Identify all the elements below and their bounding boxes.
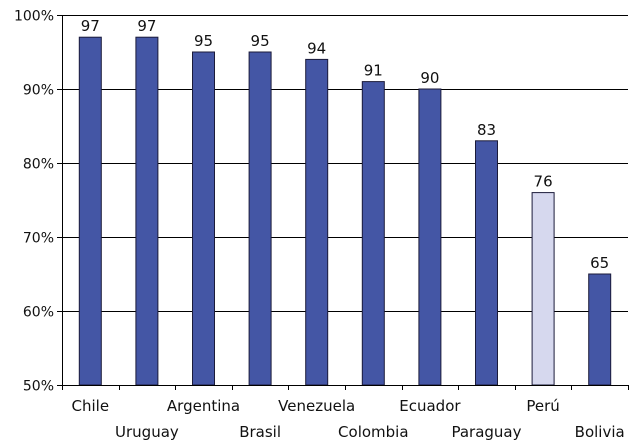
data-label: 97 xyxy=(137,17,156,35)
category-label: Paraguay xyxy=(451,423,521,441)
data-label: 83 xyxy=(477,121,496,139)
data-label: 95 xyxy=(251,32,270,50)
data-label: 97 xyxy=(81,17,100,35)
bar-chile xyxy=(78,36,102,386)
bar-bolivia xyxy=(588,273,612,386)
y-tick-labels: 50% 60% 70% 80% 90% 100% xyxy=(14,9,54,395)
category-label: Perú xyxy=(526,397,559,415)
y-tick-label: 90% xyxy=(23,83,54,99)
category-label: Chile xyxy=(72,397,110,415)
category-label: Ecuador xyxy=(399,397,461,415)
category-label: Brasil xyxy=(239,423,281,441)
bar-uruguay xyxy=(135,36,159,386)
category-label: Uruguay xyxy=(115,423,179,441)
bar-colombia xyxy=(361,81,385,386)
data-labels: 97 97 95 95 94 91 90 83 76 65 xyxy=(81,17,609,272)
y-tick-label: 70% xyxy=(23,231,54,247)
y-tick-label: 50% xyxy=(23,379,54,395)
bar-brasil xyxy=(248,51,272,386)
y-tick-label: 60% xyxy=(23,305,54,321)
data-label: 90 xyxy=(420,69,439,87)
category-label: Colombia xyxy=(338,423,409,441)
data-label: 91 xyxy=(364,62,383,80)
category-label: Venezuela xyxy=(278,397,355,415)
bar-per xyxy=(531,192,555,386)
data-label: 94 xyxy=(307,39,326,57)
category-label: Argentina xyxy=(167,397,240,415)
bar-ecuador xyxy=(418,88,442,386)
data-label: 65 xyxy=(590,254,609,272)
data-label: 76 xyxy=(534,173,553,191)
bar-argentina xyxy=(192,51,215,386)
bar-venezuela xyxy=(305,58,329,386)
y-tick-label: 80% xyxy=(23,157,54,173)
axes xyxy=(57,15,629,390)
y-tick-label: 100% xyxy=(14,9,54,25)
category-label: Bolivia xyxy=(575,423,625,441)
category-labels: Chile Uruguay Argentina Brasil Venezuela Colo… xyxy=(72,397,625,441)
data-label: 95 xyxy=(194,32,213,50)
bar-paraguay xyxy=(475,140,498,386)
